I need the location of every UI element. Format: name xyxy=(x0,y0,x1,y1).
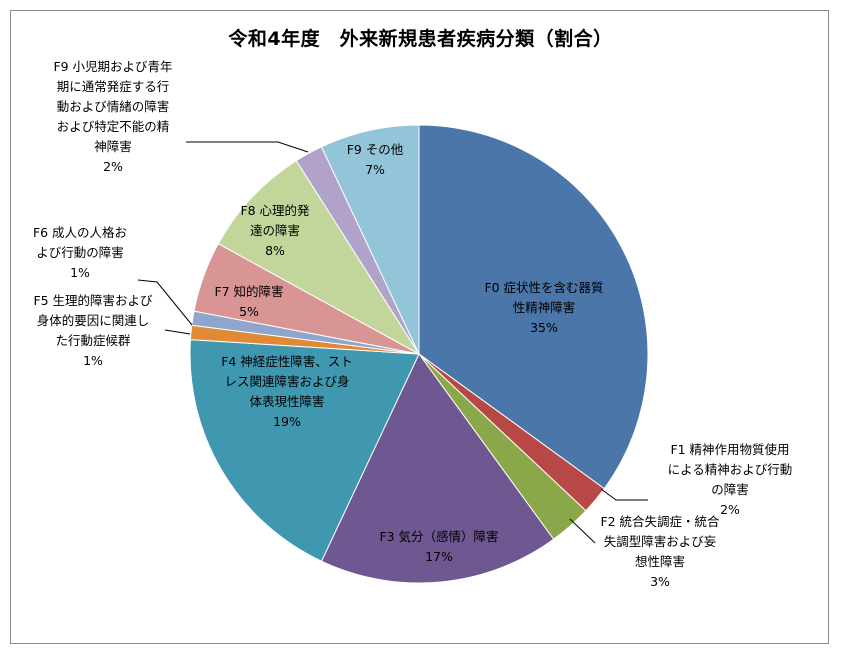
slice-label-6: F6 成人の人格および行動の障害 1% xyxy=(33,225,127,280)
pie-slice-0 xyxy=(418,124,649,490)
slice-label-3: F3 気分（感情）障害 17% xyxy=(379,529,498,564)
leader-line-2 xyxy=(569,518,596,544)
leader-line-9 xyxy=(186,141,309,153)
slice-label-7: F7 知的障害 5% xyxy=(214,284,283,319)
leader-line-5 xyxy=(164,329,191,335)
slice-label-2: F2 統合失調症・統合失調型障害および妄想性障害 3% xyxy=(600,514,720,589)
leader-line-1 xyxy=(600,488,648,501)
pie-slice-4 xyxy=(189,339,420,562)
pie-slice-3 xyxy=(320,353,555,584)
slice-label-5: F5 生理的障害および身体的要因に関連した行動症候群 1% xyxy=(33,293,153,368)
slice-label-9: F9 小児期および青年期に通常発症する行動および情緒の障害および特定不能の精神障… xyxy=(53,59,172,174)
chart-title: 令和4年度 外来新規患者疾病分類（割合） xyxy=(228,28,613,50)
slice-label-1: F1 精神作用物質使用による精神および行動の障害 2% xyxy=(668,442,793,517)
leader-line-6 xyxy=(137,279,193,326)
slice-label-8: F8 心理的発達の障害 8% xyxy=(240,203,310,258)
pie-slice-8 xyxy=(217,159,420,355)
slice-label-4: F4 神経症性障害、ストレス関連障害および身体表現性障害 19% xyxy=(221,354,353,429)
pie-slice-10 xyxy=(320,124,420,355)
slice-label-10: F9 その他 7% xyxy=(347,142,404,177)
slice-label-0: F0 症状性を含む器質性精神障害 35% xyxy=(484,280,603,335)
